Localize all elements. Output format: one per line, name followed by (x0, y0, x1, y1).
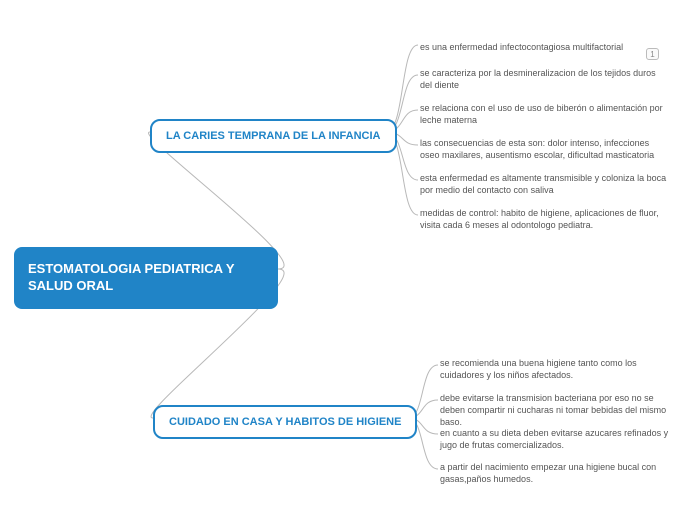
leaf-item: se relaciona con el uso de uso de biberó… (420, 102, 670, 126)
leaf-item: debe evitarse la transmision bacteriana … (440, 392, 680, 428)
branch-label: CUIDADO EN CASA Y HABITOS DE HIGIENE (169, 416, 401, 428)
root-node[interactable]: ESTOMATOLOGIA PEDIATRICA Y SALUD ORAL (14, 247, 278, 309)
branch-label: LA CARIES TEMPRANA DE LA INFANCIA (166, 130, 381, 142)
leaf-item: esta enfermedad es altamente transmisibl… (420, 172, 670, 196)
leaf-item: es una enfermedad infectocontagiosa mult… (420, 41, 670, 53)
root-label: ESTOMATOLOGIA PEDIATRICA Y SALUD ORAL (28, 261, 234, 293)
leaf-item: se recomienda una buena higiene tanto co… (440, 357, 680, 381)
branch-cuidado[interactable]: CUIDADO EN CASA Y HABITOS DE HIGIENE (153, 405, 417, 439)
leaf-item: a partir del nacimiento empezar una higi… (440, 461, 680, 485)
branch-caries[interactable]: LA CARIES TEMPRANA DE LA INFANCIA (150, 119, 397, 153)
leaf-item: las consecuencias de esta son: dolor int… (420, 137, 670, 161)
leaf-item: se caracteriza por la desmineralizacion … (420, 67, 670, 91)
leaf-item: en cuanto a su dieta deben evitarse azuc… (440, 427, 680, 451)
leaf-item: medidas de control: habito de higiene, a… (420, 207, 670, 231)
